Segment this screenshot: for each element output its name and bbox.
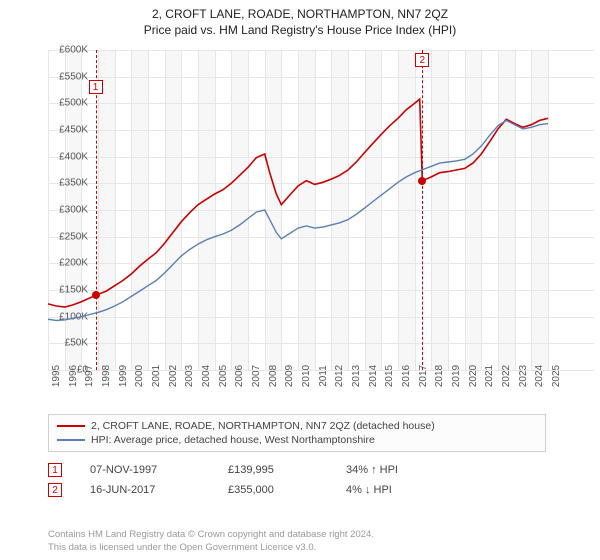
sale-delta-2: 4% ↓ HPI (346, 484, 446, 496)
series-line-price_paid (48, 99, 548, 307)
legend-swatch-price (57, 425, 85, 427)
legend-label-hpi: HPI: Average price, detached house, West… (91, 434, 375, 446)
legend-label-price: 2, CROFT LANE, ROADE, NORTHAMPTON, NN7 2… (91, 420, 435, 432)
title-block: 2, CROFT LANE, ROADE, NORTHAMPTON, NN7 2… (0, 0, 600, 38)
sale-price-1: £139,995 (228, 464, 318, 476)
legend-row-price: 2, CROFT LANE, ROADE, NORTHAMPTON, NN7 2… (57, 419, 537, 433)
legend-row-hpi: HPI: Average price, detached house, West… (57, 433, 537, 447)
chart-lines-svg (48, 50, 594, 370)
sale-badge-1: 1 (48, 463, 62, 477)
sale-price-2: £355,000 (228, 484, 318, 496)
series-line-hpi (48, 120, 548, 320)
sale-badge-2: 2 (48, 483, 62, 497)
chart-area: 1995199619971998199920002001200220032004… (48, 50, 594, 370)
title-line-2: Price paid vs. HM Land Registry's House … (0, 22, 600, 38)
chart-container: 2, CROFT LANE, ROADE, NORTHAMPTON, NN7 2… (0, 0, 600, 560)
footnote: Contains HM Land Registry data © Crown c… (48, 529, 374, 554)
sale-row-1: 1 07-NOV-1997 £139,995 34% ↑ HPI (48, 460, 446, 480)
sale-date-1: 07-NOV-1997 (90, 464, 200, 476)
sale-row-2: 2 16-JUN-2017 £355,000 4% ↓ HPI (48, 480, 446, 500)
sale-delta-1: 34% ↑ HPI (346, 464, 446, 476)
legend-swatch-hpi (57, 439, 85, 441)
legend-box: 2, CROFT LANE, ROADE, NORTHAMPTON, NN7 2… (48, 414, 546, 452)
footnote-line-1: Contains HM Land Registry data © Crown c… (48, 529, 374, 541)
sale-date-2: 16-JUN-2017 (90, 484, 200, 496)
footnote-line-2: This data is licensed under the Open Gov… (48, 542, 374, 554)
title-line-1: 2, CROFT LANE, ROADE, NORTHAMPTON, NN7 2… (0, 6, 600, 22)
sales-table: 1 07-NOV-1997 £139,995 34% ↑ HPI 2 16-JU… (48, 460, 446, 500)
